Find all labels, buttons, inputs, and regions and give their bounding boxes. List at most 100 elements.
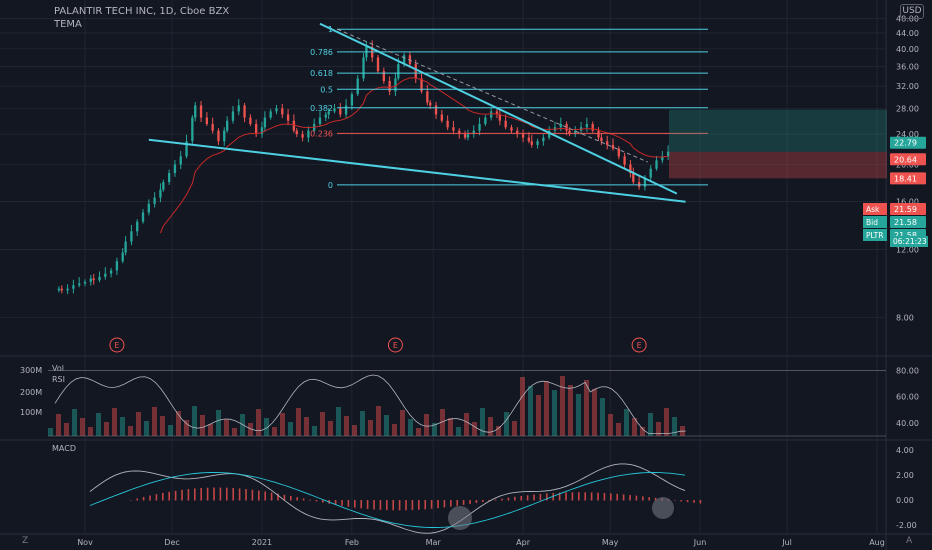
volume-bar	[88, 427, 93, 436]
candle-body	[388, 80, 391, 92]
macd-histogram-bar	[270, 492, 273, 501]
candle-body	[585, 123, 589, 128]
volume-bar	[408, 419, 413, 436]
candle-body	[141, 212, 145, 222]
trendline	[319, 22, 678, 195]
price-label-value: 18.41	[894, 174, 917, 183]
volume-bar	[640, 427, 645, 436]
candle-body	[231, 111, 235, 121]
volume-bar	[464, 413, 469, 436]
candle-body	[565, 123, 568, 131]
candle-body	[147, 203, 150, 213]
candle-body	[382, 71, 385, 81]
macd-histogram-bar	[674, 500, 676, 501]
macd-cross-highlight	[652, 497, 674, 519]
volume-bar	[248, 423, 253, 436]
candle-body	[414, 64, 417, 79]
macd-histogram-bar	[450, 500, 452, 507]
candle-body	[153, 197, 156, 204]
macd-histogram-bar	[174, 490, 177, 501]
price-label-value: 21.59	[894, 205, 917, 214]
macd-histogram-bar	[507, 497, 510, 501]
y-tick-label: 44.00	[896, 29, 919, 38]
rsi-tick-label: 40.00	[896, 419, 919, 428]
candle-body	[301, 134, 304, 138]
macd-histogram-bar	[251, 489, 254, 501]
x-tick-label: Dec	[164, 538, 179, 547]
candle-body	[429, 102, 432, 106]
volume-bar	[176, 411, 181, 436]
volume-bar	[232, 428, 237, 436]
candle-body	[661, 156, 664, 161]
macd-histogram-bar	[206, 487, 209, 501]
macd-tick-label: 0.00	[896, 496, 914, 505]
macd-histogram-bar	[360, 500, 362, 509]
x-tick-label: Aug	[869, 538, 885, 547]
macd-histogram-bar	[699, 500, 702, 504]
candle-body	[286, 114, 290, 121]
candle-body	[83, 281, 87, 284]
candle-body	[426, 91, 429, 103]
volume-bar	[616, 423, 621, 436]
macd-histogram-bar	[622, 494, 625, 501]
currency-button[interactable]: USD	[900, 4, 924, 19]
symbol-title[interactable]: PALANTIR TECH INC, 1D, Cboe BZX	[54, 6, 230, 17]
macd-histogram-bar	[398, 500, 401, 511]
macd-histogram-bar	[654, 497, 657, 501]
x-tick-label: Mar	[426, 538, 442, 547]
macd-histogram-bar	[226, 487, 228, 501]
y-tick-label: 32.00	[896, 82, 919, 91]
volume-bar	[152, 407, 157, 436]
macd-histogram-bar	[213, 487, 215, 501]
volume-bar	[416, 428, 421, 436]
auto-scale-button[interactable]: A	[906, 536, 913, 546]
candle-body	[458, 130, 461, 135]
macd-histogram-bar	[347, 500, 350, 507]
earnings-marker-label: E	[114, 341, 119, 350]
price-label-value: 21.58	[894, 231, 917, 240]
volume-bar	[608, 414, 613, 436]
macd-histogram-bar	[693, 500, 695, 503]
macd-histogram-bar	[411, 500, 414, 511]
macd-cross-highlight	[448, 506, 472, 530]
price-label-bg	[890, 172, 926, 185]
candle-body	[489, 111, 493, 118]
candle-body	[249, 117, 252, 124]
macd-histogram-bar	[296, 497, 298, 501]
tema-line	[159, 77, 669, 234]
candle-body	[89, 278, 92, 282]
candle-body	[194, 105, 197, 118]
candle-body	[339, 108, 342, 115]
candle-body	[92, 278, 95, 281]
indicator-label[interactable]: TEMA	[54, 19, 82, 30]
candle-body	[643, 177, 647, 187]
macd-histogram-bar	[456, 500, 458, 506]
macd-histogram-bar	[629, 494, 631, 501]
y-tick-label: 12.00	[896, 246, 919, 255]
candle-body	[446, 120, 449, 128]
price-tag-label: Bid	[866, 218, 878, 227]
price-tag-label-bg	[863, 229, 887, 241]
candle-body	[60, 288, 63, 291]
volume-bar	[384, 415, 389, 436]
timezone-button[interactable]: Z	[22, 536, 29, 546]
candle-body	[237, 105, 240, 112]
volume-bar	[112, 408, 117, 436]
macd-histogram-bar	[635, 495, 638, 501]
macd-histogram-bar	[597, 492, 599, 501]
macd-histogram-bar	[162, 492, 164, 501]
macd-histogram-bar	[571, 492, 574, 501]
candle-body	[478, 123, 481, 131]
earnings-marker-circle	[387, 337, 403, 353]
candle-body	[104, 273, 107, 277]
volume-bar	[440, 409, 445, 436]
volume-bar	[632, 418, 637, 436]
candle-body	[130, 231, 133, 242]
volume-bar	[536, 395, 541, 436]
volume-bar	[648, 413, 653, 436]
candle-body	[292, 120, 296, 131]
candle-body	[199, 105, 203, 118]
price-label-value: 20.64	[894, 155, 917, 164]
macd-tick-label: -2.00	[896, 521, 917, 530]
